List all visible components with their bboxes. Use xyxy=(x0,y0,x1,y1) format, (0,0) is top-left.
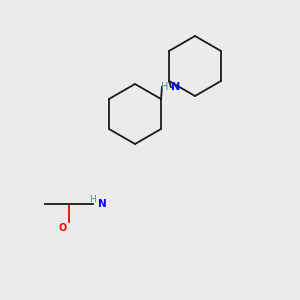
Text: H: H xyxy=(90,195,96,204)
Text: O: O xyxy=(59,223,67,233)
Text: N: N xyxy=(98,199,106,209)
Text: H: H xyxy=(161,82,169,92)
Text: N: N xyxy=(171,82,180,92)
